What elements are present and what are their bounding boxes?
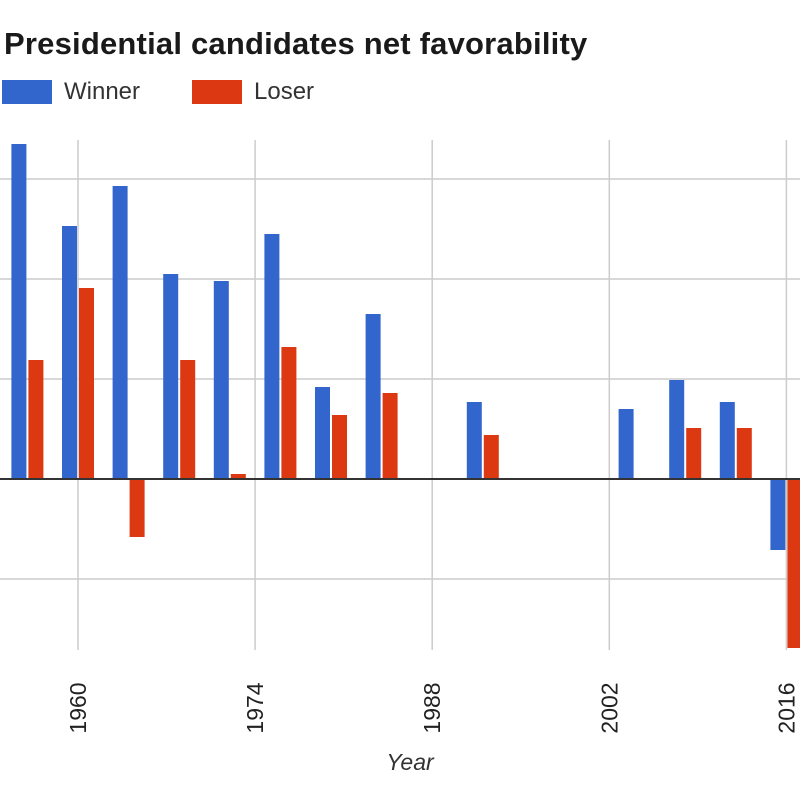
legend-label-winner: Winner	[64, 78, 141, 105]
bar-loser-1964[interactable]	[129, 479, 145, 537]
bar-loser-1984[interactable]	[382, 393, 398, 479]
chart-title: Presidential candidates net favorability	[4, 26, 588, 61]
bars	[11, 144, 800, 648]
bar-winner-1960[interactable]	[62, 226, 77, 479]
x-axis-title: Year	[386, 749, 435, 775]
x-tick-label: 2002	[596, 682, 622, 733]
x-tick-label: 1974	[242, 682, 268, 733]
bar-winner-2016[interactable]	[770, 479, 786, 550]
legend-swatch-winner	[2, 80, 52, 104]
bar-winner-1956[interactable]	[11, 144, 27, 479]
bar-winner-1984[interactable]	[365, 314, 381, 479]
legend-item-winner[interactable]: Winner	[2, 78, 140, 106]
bar-loser-1960[interactable]	[79, 288, 94, 479]
bar-winner-2004[interactable]	[618, 409, 634, 479]
bar-winner-1980[interactable]	[315, 387, 330, 479]
bar-loser-2008[interactable]	[686, 428, 702, 479]
legend-item-loser[interactable]: Loser	[192, 78, 314, 106]
bar-winner-1976[interactable]	[264, 234, 280, 479]
bar-loser-2012[interactable]	[736, 428, 752, 479]
bar-loser-1956[interactable]	[28, 360, 44, 479]
bar-loser-1980[interactable]	[332, 415, 347, 479]
bar-loser-1972[interactable]	[230, 474, 246, 479]
bar-winner-1972[interactable]	[213, 281, 229, 479]
gridlines	[0, 140, 800, 650]
legend-label-loser: Loser	[254, 78, 315, 105]
bar-winner-1968[interactable]	[163, 274, 179, 479]
bar-winner-1964[interactable]	[112, 186, 128, 479]
x-tick-label: 1960	[65, 682, 91, 733]
axes: 1960 1974 1988 2002 2016	[0, 478, 800, 734]
bar-winner-1992[interactable]	[466, 402, 482, 479]
legend-swatch-loser	[192, 80, 242, 104]
bar-loser-1992[interactable]	[483, 435, 499, 479]
bar-loser-1976[interactable]	[281, 347, 297, 479]
bar-winner-2008[interactable]	[669, 380, 685, 479]
bar-loser-2016[interactable]	[787, 479, 800, 648]
x-tick-label: 2016	[773, 682, 799, 733]
bar-winner-2012[interactable]	[719, 402, 735, 479]
bar-loser-1968[interactable]	[180, 360, 196, 479]
x-tick-label: 1988	[419, 682, 445, 733]
